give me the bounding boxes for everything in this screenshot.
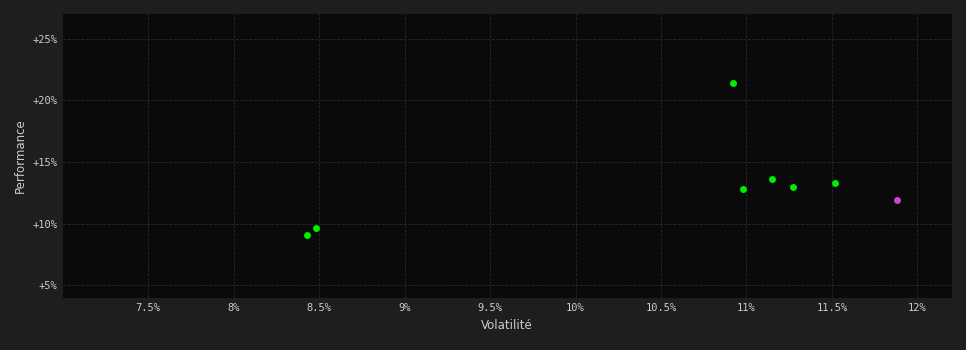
Y-axis label: Performance: Performance bbox=[14, 118, 27, 193]
Point bbox=[784, 184, 800, 189]
Point bbox=[764, 176, 780, 182]
X-axis label: Volatilité: Volatilité bbox=[481, 318, 533, 331]
Point bbox=[725, 80, 741, 86]
Point bbox=[889, 197, 904, 203]
Point bbox=[308, 225, 324, 231]
Point bbox=[735, 186, 751, 192]
Point bbox=[299, 232, 315, 237]
Point bbox=[828, 180, 843, 186]
